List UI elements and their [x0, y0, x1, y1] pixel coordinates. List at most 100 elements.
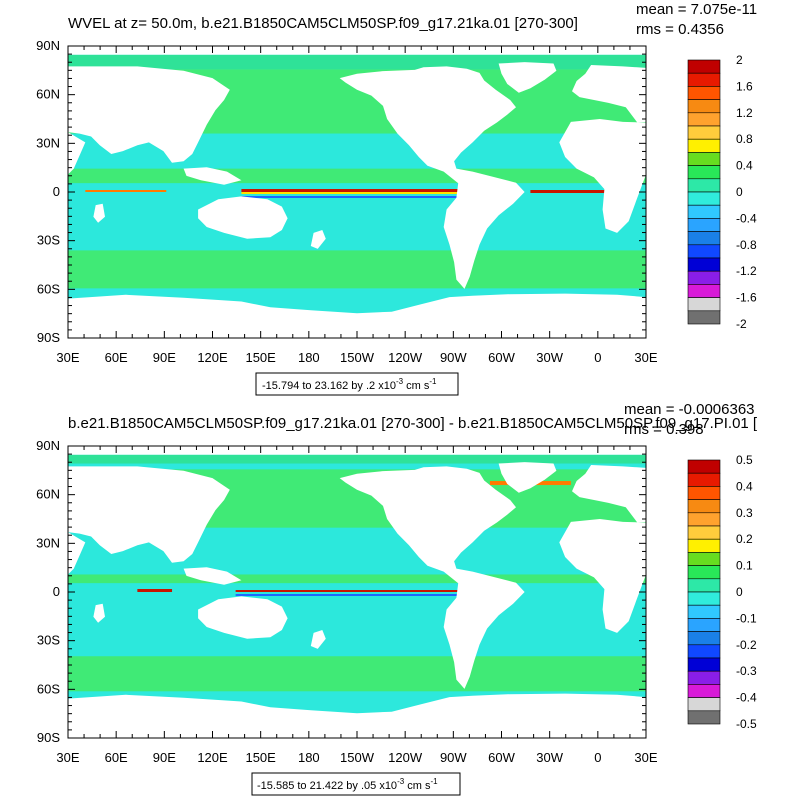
land-mask [68, 446, 646, 738]
equator-anomaly-pacific [235, 590, 473, 592]
lat-label: 90N [36, 438, 60, 453]
colorbar-label: 0 [736, 585, 743, 599]
lon-label: 90W [440, 350, 467, 365]
colorbar-swatch [687, 525, 721, 540]
equator-anomaly-indian [137, 589, 173, 592]
colorbar-swatch [687, 499, 721, 514]
lon-label: 60W [488, 750, 515, 765]
colorbar-swatch [687, 244, 721, 259]
land-asia-west [68, 66, 230, 163]
colorbar-swatch [687, 486, 721, 500]
colorbar-swatch [687, 257, 721, 272]
colorbar-label: -1.6 [736, 291, 757, 305]
lat-label: 30S [37, 233, 60, 248]
longitude-labels: 30E 60E 90E 120E 150E 180 150W 120W 90W 60W 30W 0 30… [56, 750, 657, 765]
colorbar-swatch [687, 697, 721, 712]
equator-downwelling-pacific [241, 196, 467, 198]
lon-label: 150W [340, 750, 375, 765]
land-mask [68, 46, 646, 338]
colorbar-swatch [687, 72, 721, 87]
lon-label: 60E [105, 750, 128, 765]
colorbar-label: -2 [736, 317, 747, 331]
land-eurasia [572, 465, 646, 523]
colorbar-swatch [687, 178, 721, 193]
land-madagascar [93, 203, 105, 223]
colorbar-swatch [687, 684, 721, 698]
colorbar-label: 1.2 [736, 106, 753, 120]
lon-label: 30E [56, 750, 79, 765]
colorbar-label: 0.2 [736, 532, 753, 546]
lon-label: 120W [388, 750, 423, 765]
equator-upwelling-atlantic [530, 190, 606, 193]
land-eurasia [572, 65, 646, 123]
lon-label: 30E [634, 350, 657, 365]
plot-panel-2: b.e21.B1850CAM5CLM50SP.f09_g17.21ka.01 [… [36, 401, 758, 796]
lat-label: 0 [53, 584, 60, 599]
colorbar [687, 459, 721, 725]
land-asia-west [68, 466, 230, 563]
colorbar-swatch [687, 644, 721, 659]
plot-panel-1: WVEL at z= 50.0m, b.e21.B1850CAM5CLM50SP… [36, 1, 757, 396]
colorbar-label: -0.4 [736, 691, 757, 705]
colorbar-swatch [687, 191, 721, 206]
lon-label: 90E [153, 750, 176, 765]
colorbar-swatch [687, 125, 721, 140]
colorbar-swatch [687, 218, 721, 232]
equator-upwelling-pacific [241, 189, 473, 192]
colorbar-swatch [687, 112, 721, 127]
lon-label: 180 [298, 350, 320, 365]
lon-label: 90E [153, 350, 176, 365]
colorbar-swatch [687, 152, 721, 166]
colorbar-swatch [687, 310, 721, 325]
lon-label: 0 [594, 350, 601, 365]
mean-stat: mean = 7.075e-11 [636, 1, 757, 18]
land-greenland [498, 62, 557, 93]
lon-label: 150E [245, 350, 276, 365]
lat-label: 90S [37, 730, 60, 745]
lat-label: 30N [36, 535, 60, 550]
colorbar-label: 0.5 [736, 453, 753, 467]
colorbar-swatch [687, 631, 721, 646]
colorbar-swatch [687, 512, 721, 527]
lat-label: 90S [37, 330, 60, 345]
colorbar-swatch [687, 165, 721, 180]
ocean-band [68, 250, 646, 289]
equator-upwelling-indian [85, 190, 167, 192]
axis-ticks [67, 445, 647, 739]
colorbar-swatch [687, 657, 721, 672]
ocean-band [68, 656, 646, 692]
colorbar-swatch [687, 591, 721, 606]
contour-info-box [255, 372, 459, 396]
lon-label: 150W [340, 350, 375, 365]
lon-label: 120E [197, 350, 228, 365]
lat-label: 60N [36, 87, 60, 102]
colorbar-label: 1.6 [736, 79, 753, 93]
colorbar-label: 0.4 [736, 159, 753, 173]
lon-label: 90W [440, 750, 467, 765]
colorbar-label: -0.1 [736, 611, 757, 625]
lon-label: 30W [536, 350, 563, 365]
colorbar-label: 0.3 [736, 506, 753, 520]
lon-label: 150E [245, 750, 276, 765]
colorbar-swatch [687, 710, 721, 725]
land-antarctica [68, 293, 646, 338]
colorbar-swatch [687, 270, 721, 285]
colorbar-swatch [687, 86, 721, 100]
colorbar-swatch [687, 59, 721, 74]
ocean-band [68, 574, 646, 584]
colorbar-label: 0.1 [736, 559, 753, 573]
colorbar-swatch [687, 604, 721, 619]
colorbar-labels: 0.5 0.4 0.3 0.2 0.1 0 -0.1 -0.2 -0.3 -0.4 -0.5 [736, 453, 757, 731]
ocean-band [68, 454, 646, 464]
colorbar-swatch [687, 618, 721, 632]
colorbar-label: -0.5 [736, 717, 757, 731]
lat-label: 30S [37, 633, 60, 648]
lon-label: 30E [634, 750, 657, 765]
lon-label: 120W [388, 350, 423, 365]
land-antarctica [68, 693, 646, 738]
panel-title: WVEL at z= 50.0m, b.e21.B1850CAM5CLM50SP… [68, 15, 578, 32]
land-new-zealand [310, 630, 326, 649]
land-africa-west [559, 519, 646, 633]
lat-label: 90N [36, 38, 60, 53]
colorbar-label: -0.8 [736, 238, 757, 252]
